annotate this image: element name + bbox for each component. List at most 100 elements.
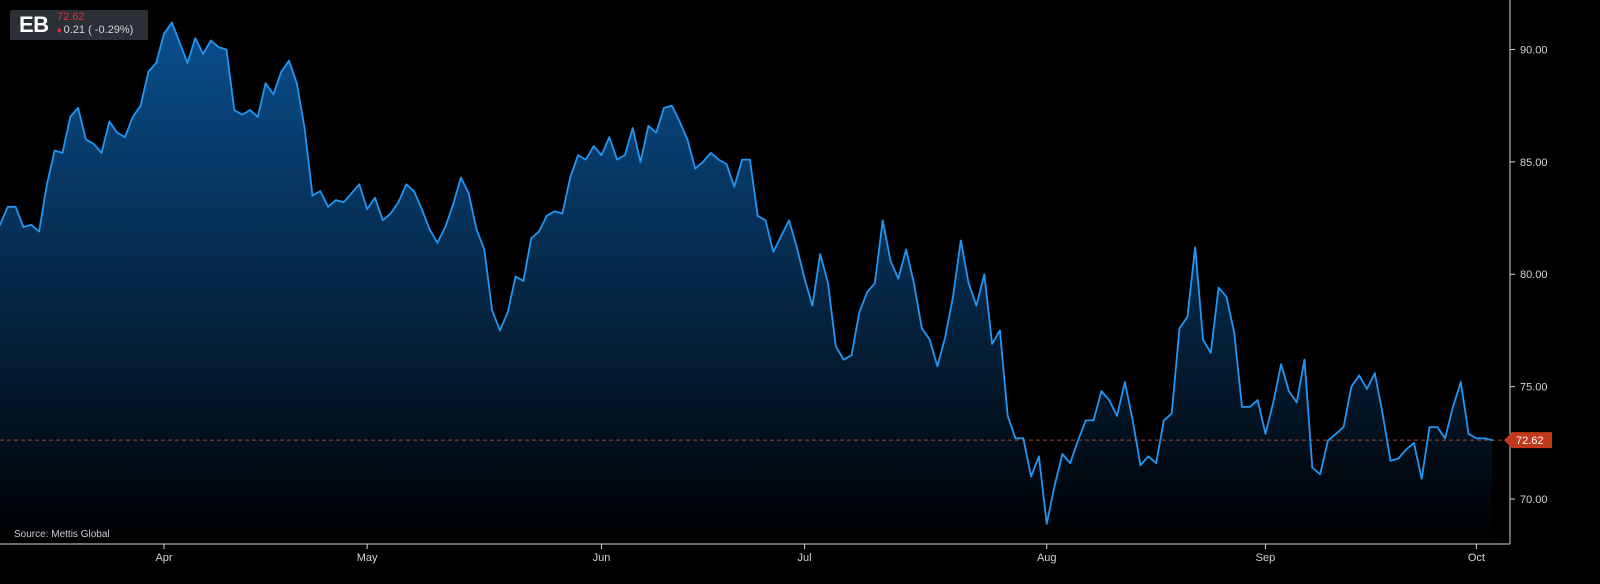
price-point [655,131,657,134]
price-point [327,206,329,208]
x-tick-label: Apr [155,552,172,564]
axes: 70.00 75.00 80.00 85.00 90.00 Apr May Jun Jul Aug… [0,0,1552,564]
price-point [163,32,165,35]
price-point [803,277,806,280]
price-point [296,82,298,84]
price-point [311,194,314,197]
price-point [1147,455,1150,458]
price-point [413,190,415,192]
price-point [1327,439,1329,442]
price-point [741,158,743,161]
price-point [725,163,728,165]
price-point [389,212,392,215]
price-point [452,203,454,206]
price-point [1077,439,1079,442]
price-point [897,277,900,280]
last-price-marker: 72.62 [1504,432,1552,449]
price-point [155,62,157,64]
price-point [710,152,712,154]
price-point [1139,464,1142,467]
price-point [772,251,775,253]
price-point [178,41,181,44]
price-point [491,309,493,312]
y-tick-label: 70.00 [1520,494,1548,506]
price-point [272,93,275,96]
price-point [764,219,767,222]
price-point [639,161,642,163]
price-point [624,154,626,156]
plot-area [0,21,1510,544]
price-point [1053,484,1056,487]
price-point [1288,390,1290,392]
price-point [249,109,251,111]
price-point [538,230,540,233]
price-point [217,46,220,48]
y-tick-label: 75.00 [1520,382,1548,394]
price-point [53,149,56,152]
price-point [881,219,884,222]
price-point [1374,372,1376,375]
price-point [233,109,236,111]
ticker-change-percent: ( -0.29%) [88,24,134,36]
price-point [1467,433,1470,435]
price-point [1163,419,1165,422]
price-point [1225,295,1228,298]
price-point [585,158,587,161]
price-point [1452,406,1454,408]
price-point [514,275,517,278]
price-point [46,183,48,186]
price-point [561,212,564,215]
price-point [967,282,970,285]
price-point [210,39,212,42]
price-point [342,201,345,204]
price-point [1436,426,1439,428]
price-point [1366,388,1368,390]
price-point [671,104,673,107]
price-point [827,282,829,285]
price-point [530,237,532,240]
price-point [663,107,665,109]
price-point [913,282,915,285]
price-point [14,206,17,208]
price-point [460,176,462,179]
price-point [374,197,376,199]
price-point [1085,419,1087,422]
price-point [475,228,478,231]
ticker-symbol: EB [19,12,49,37]
price-point [38,230,40,233]
price-point [225,48,228,51]
price-point [631,127,634,129]
price-point [397,201,400,204]
x-tick-label: May [357,552,378,564]
price-point [319,190,322,192]
price-point [975,304,978,307]
price-point [1022,437,1025,440]
price-point [30,224,32,226]
price-point [1186,316,1189,318]
price-point [1217,286,1220,289]
price-point [889,260,892,262]
price-point [858,311,861,314]
x-tick-label: Jun [593,552,611,564]
price-point [702,161,704,163]
price-point [756,215,759,217]
price-point [257,116,259,118]
price-point [92,143,95,145]
price-point [569,176,571,179]
price-point [280,71,283,73]
price-point [1249,406,1251,408]
source-credit: Source: Mettis Global [14,529,110,540]
price-point [577,154,579,156]
price-point [1405,448,1407,451]
price-point [264,82,267,84]
ticker-change-value: 0.21 [63,24,86,36]
price-point [1389,460,1392,462]
price-point [616,158,618,161]
price-point [1131,419,1134,422]
price-point [85,138,87,141]
price-point [1350,385,1353,388]
price-point [592,145,595,147]
price-point [733,185,736,188]
last-price-flag [1504,432,1552,449]
price-area [0,22,1492,544]
